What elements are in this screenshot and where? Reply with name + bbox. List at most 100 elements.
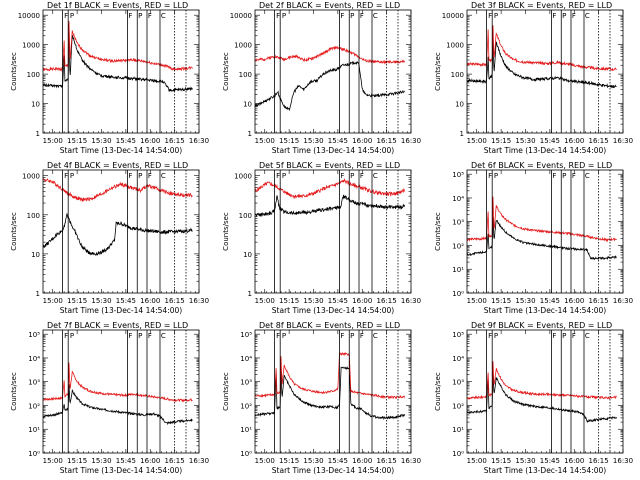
- x-tick-label: 15:00: [467, 137, 487, 145]
- x-tick-label: 16:30: [613, 137, 633, 145]
- event-marker-label: F: [276, 332, 280, 340]
- event-marker-label: F: [552, 332, 556, 340]
- detector-panel-7: Det 7f BLACK = Events, RED = LLD 10⁰ 10¹ 10…: [10, 321, 209, 475]
- y-tick-label: 10⁵: [452, 171, 464, 179]
- event-marker-label: P: [282, 12, 286, 20]
- plot-frame: [254, 169, 412, 294]
- x-tick-label: 15:15: [279, 457, 299, 465]
- event-marker-label: C: [585, 12, 590, 20]
- event-marker-label: C: [161, 172, 166, 180]
- x-tick-label: 15:30: [91, 457, 111, 465]
- x-tick-label: 15:15: [279, 137, 299, 145]
- events-series-line: [255, 194, 405, 218]
- plot-area: [255, 178, 405, 218]
- event-marker-label: P: [494, 332, 498, 340]
- detector-panel-9: Det 9f BLACK = Events, RED = LLD 10⁰ 10¹ 10…: [434, 321, 633, 475]
- event-marker-label: P: [282, 172, 286, 180]
- x-tick-label: 15:45: [116, 297, 136, 305]
- event-marker-label: F: [64, 12, 68, 20]
- x-tick-label: 15:15: [67, 137, 87, 145]
- y-tick-label: 10⁰: [452, 290, 464, 298]
- y-tick-label: 10¹: [240, 426, 252, 434]
- y-axis-label: Counts/sec: [434, 52, 442, 91]
- event-marker-label: P: [350, 332, 354, 340]
- x-tick-label: 15:30: [91, 137, 111, 145]
- panel-title: Det 4f BLACK = Events, RED = LLD: [47, 161, 188, 170]
- x-tick-label: 16:00: [140, 137, 160, 145]
- plot-area: [255, 45, 405, 112]
- event-marker-label: F: [340, 332, 344, 340]
- x-tick-label: 15:45: [540, 137, 560, 145]
- plot-area: [467, 196, 617, 261]
- x-tick-label: 16:15: [377, 457, 397, 465]
- x-tick-label: 15:45: [328, 457, 348, 465]
- events-series-line: [43, 384, 193, 426]
- x-tick-label: 16:30: [401, 137, 421, 145]
- plot-frame: [254, 9, 412, 134]
- event-marker-label: C: [373, 172, 378, 180]
- x-tick-label: 16:15: [165, 297, 185, 305]
- x-tick-label: 15:00: [255, 137, 275, 145]
- y-tick-label: 1: [248, 130, 252, 138]
- events-series-line: [43, 212, 193, 256]
- x-tick-label: 16:30: [189, 137, 209, 145]
- event-marker-label: F: [572, 172, 576, 180]
- y-tick-label: 10000: [230, 12, 252, 20]
- x-tick-label: 15:00: [43, 457, 63, 465]
- event-marker-label: F: [276, 172, 280, 180]
- event-marker-label: P: [562, 12, 566, 20]
- y-tick-label: 10: [243, 251, 252, 259]
- x-tick-label: 15:45: [328, 137, 348, 145]
- x-tick-label: 16:15: [377, 297, 397, 305]
- x-tick-label: 15:15: [491, 297, 511, 305]
- y-tick-label: 100: [239, 71, 252, 79]
- x-tick-label: 16:00: [352, 457, 372, 465]
- panel-title: Det 6f BLACK = Events, RED = LLD: [471, 161, 612, 170]
- x-tick-label: 16:15: [165, 457, 185, 465]
- y-axis-label: Counts/sec: [434, 212, 442, 251]
- event-marker-label: F: [488, 172, 492, 180]
- event-marker-label: C: [373, 332, 378, 340]
- y-tick-label: 1: [248, 290, 252, 298]
- event-marker-label: F: [128, 172, 132, 180]
- detector-panel-5: Det 5f BLACK = Events, RED = LLD 1 10 100 10…: [222, 161, 421, 315]
- plot-frame: [466, 169, 624, 294]
- lld-series-line: [255, 45, 405, 65]
- panel-title: Det 5f BLACK = Events, RED = LLD: [259, 161, 400, 170]
- event-marker-label: F: [360, 332, 364, 340]
- x-tick-label: 16:00: [352, 297, 372, 305]
- event-marker-label: C: [373, 12, 378, 20]
- event-marker-label: F: [276, 12, 280, 20]
- plot-frame: [42, 169, 200, 294]
- x-tick-label: 15:15: [491, 137, 511, 145]
- x-tick-label: 15:30: [303, 457, 323, 465]
- event-marker-label: F: [64, 172, 68, 180]
- x-axis-label: Start Time (13-Dec-14 14:54:00): [272, 306, 394, 315]
- lld-series-line: [467, 196, 617, 243]
- plot-frame: [42, 9, 200, 134]
- x-tick-label: 15:30: [91, 297, 111, 305]
- x-tick-label: 16:30: [613, 297, 633, 305]
- y-tick-label: 10²: [452, 242, 464, 250]
- event-marker-label: C: [161, 12, 166, 20]
- x-tick-label: 16:30: [189, 297, 209, 305]
- y-tick-label: 1000: [234, 173, 252, 181]
- plot-area: [43, 177, 193, 256]
- x-axis-label: Start Time (13-Dec-14 14:54:00): [484, 146, 606, 155]
- y-axis-label: Counts/sec: [222, 372, 230, 411]
- x-tick-label: 15:30: [515, 457, 535, 465]
- detector-panel-6: Det 6f BLACK = Events, RED = LLD 10⁰ 10¹ 10…: [434, 161, 633, 315]
- events-series-line: [43, 24, 193, 93]
- x-tick-label: 16:15: [589, 457, 609, 465]
- detector-panel-1: Det 1f BLACK = Events, RED = LLD 1 10 100 10…: [10, 1, 209, 155]
- y-tick-label: 10⁰: [452, 450, 464, 458]
- panel-title: Det 1f BLACK = Events, RED = LLD: [47, 1, 188, 10]
- x-tick-label: 15:45: [116, 457, 136, 465]
- lld-series-line: [255, 351, 405, 400]
- event-marker-label: F: [128, 332, 132, 340]
- lld-series-line: [43, 362, 193, 403]
- event-marker-label: P: [562, 172, 566, 180]
- x-axis-label: Start Time (13-Dec-14 14:54:00): [484, 466, 606, 475]
- x-tick-label: 16:30: [613, 457, 633, 465]
